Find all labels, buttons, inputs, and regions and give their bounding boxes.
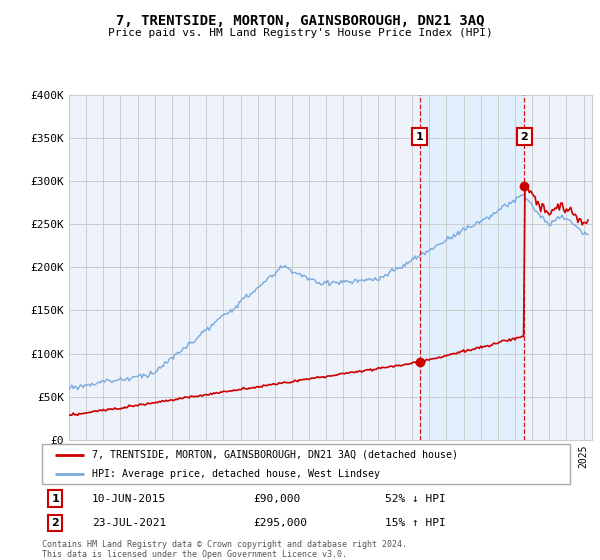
Text: 15% ↑ HPI: 15% ↑ HPI xyxy=(385,518,446,528)
FancyBboxPatch shape xyxy=(42,444,570,484)
Text: 1: 1 xyxy=(52,493,59,503)
Text: £295,000: £295,000 xyxy=(253,518,307,528)
Text: £90,000: £90,000 xyxy=(253,493,301,503)
Bar xyxy=(419,95,524,440)
Text: 52% ↓ HPI: 52% ↓ HPI xyxy=(385,493,446,503)
Text: 7, TRENTSIDE, MORTON, GAINSBOROUGH, DN21 3AQ (detached house): 7, TRENTSIDE, MORTON, GAINSBOROUGH, DN21… xyxy=(92,450,458,460)
Text: Price paid vs. HM Land Registry's House Price Index (HPI): Price paid vs. HM Land Registry's House … xyxy=(107,28,493,38)
Text: 7, TRENTSIDE, MORTON, GAINSBOROUGH, DN21 3AQ: 7, TRENTSIDE, MORTON, GAINSBOROUGH, DN21… xyxy=(116,14,484,28)
Text: 1: 1 xyxy=(416,132,424,142)
Text: HPI: Average price, detached house, West Lindsey: HPI: Average price, detached house, West… xyxy=(92,469,380,478)
Text: 2: 2 xyxy=(52,518,59,528)
Text: 2: 2 xyxy=(521,132,529,142)
Text: 23-JUL-2021: 23-JUL-2021 xyxy=(92,518,166,528)
Text: Contains HM Land Registry data © Crown copyright and database right 2024.
This d: Contains HM Land Registry data © Crown c… xyxy=(42,540,407,559)
Text: 10-JUN-2015: 10-JUN-2015 xyxy=(92,493,166,503)
